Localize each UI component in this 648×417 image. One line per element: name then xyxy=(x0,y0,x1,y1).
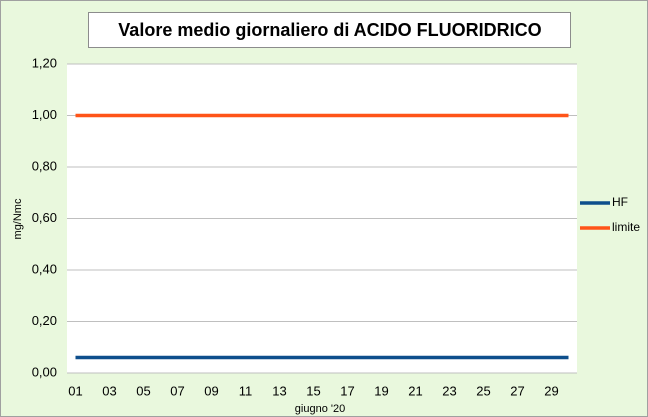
title-box xyxy=(88,12,571,48)
x-tick-label: 09 xyxy=(204,383,218,398)
x-tick-label: 15 xyxy=(306,383,320,398)
x-tick-label: 19 xyxy=(374,383,388,398)
y-tick-label: 0,20 xyxy=(32,313,57,328)
x-tick-label: 03 xyxy=(102,383,116,398)
y-tick-label: 0,60 xyxy=(32,210,57,225)
y-tick-label: 0,40 xyxy=(32,261,57,276)
x-tick-label: 05 xyxy=(136,383,150,398)
x-tick-label: 29 xyxy=(544,383,558,398)
x-tick-label: 27 xyxy=(510,383,524,398)
x-tick-label: 01 xyxy=(68,383,82,398)
y-tick-label: 0,80 xyxy=(32,158,57,173)
x-tick-label: 25 xyxy=(476,383,490,398)
x-tick-label: 21 xyxy=(408,383,422,398)
y-tick-label: 0,00 xyxy=(32,364,57,379)
legend-label: HF xyxy=(612,195,628,209)
x-axis-label: giugno '20 xyxy=(295,403,345,415)
x-tick-label: 07 xyxy=(170,383,184,398)
y-tick-label: 1,20 xyxy=(32,55,57,70)
y-axis-label: mg/Nmc xyxy=(12,198,24,239)
legend-label: limite xyxy=(612,220,640,234)
x-tick-label: 23 xyxy=(442,383,456,398)
x-tick-label: 13 xyxy=(272,383,286,398)
chart-title: Valore medio giornaliero di ACIDO FLUORI… xyxy=(118,20,541,40)
x-tick-label: 17 xyxy=(340,383,354,398)
x-tick-label: 11 xyxy=(239,383,253,398)
y-tick-label: 1,00 xyxy=(32,107,57,122)
